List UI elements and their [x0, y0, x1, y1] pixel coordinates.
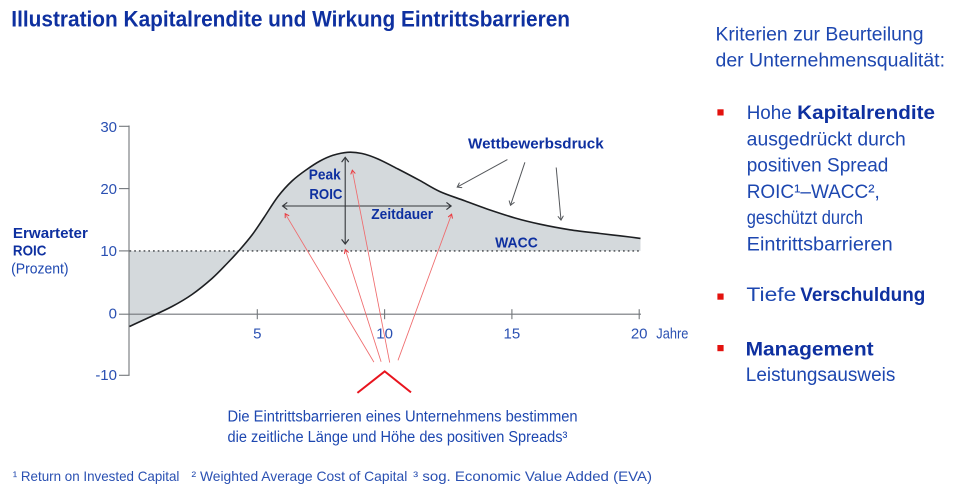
svg-text:Peak: Peak	[309, 167, 342, 184]
svg-text:³ sog. Economic Value Added (E: ³ sog. Economic Value Added (EVA)	[413, 468, 652, 484]
svg-text:10: 10	[376, 326, 393, 343]
svg-text:Kapitalrendite: Kapitalrendite	[797, 103, 935, 124]
svg-text:-10: -10	[95, 367, 117, 384]
svg-text:Erwarteter: Erwarteter	[13, 225, 88, 242]
svg-text:10: 10	[100, 243, 117, 260]
svg-text:Hohe: Hohe	[747, 103, 792, 124]
svg-text:Leistungsausweis: Leistungsausweis	[746, 365, 896, 386]
svg-text:30: 30	[100, 119, 117, 136]
svg-text:5: 5	[253, 326, 261, 343]
svg-text:ROIC: ROIC	[309, 186, 342, 203]
svg-text:die zeitliche Länge und Höhe d: die zeitliche Länge und Höhe des positiv…	[228, 429, 568, 446]
svg-text:20: 20	[631, 326, 648, 343]
svg-text:geschützt durch: geschützt durch	[747, 208, 863, 229]
svg-text:Kriterien zur Beurteilung: Kriterien zur Beurteilung	[716, 25, 924, 46]
svg-text:positiven Spread: positiven Spread	[747, 156, 889, 177]
svg-text:WACC: WACC	[495, 235, 538, 252]
svg-text:Jahre: Jahre	[656, 326, 688, 343]
svg-text:ROIC¹–WACC²,: ROIC¹–WACC²,	[747, 182, 880, 203]
svg-text:ROIC: ROIC	[13, 243, 47, 260]
svg-text:15: 15	[504, 326, 521, 343]
svg-text:Die Eintrittsbarrieren eines U: Die Eintrittsbarrieren eines Unternehmen…	[228, 409, 578, 426]
svg-text:² Weighted Average Cost of Cap: ² Weighted Average Cost of Capital	[192, 468, 408, 484]
svg-text:der Unternehmensqualität:: der Unternehmensqualität:	[716, 51, 946, 72]
svg-text:(Prozent): (Prozent)	[11, 261, 69, 278]
svg-text:20: 20	[100, 181, 117, 198]
svg-text:Illustration Kapitalrendite un: Illustration Kapitalrendite und Wirkung …	[11, 6, 570, 31]
svg-text:Zeitdauer: Zeitdauer	[371, 206, 433, 223]
svg-text:0: 0	[109, 305, 117, 322]
svg-text:Verschuldung: Verschuldung	[800, 285, 925, 306]
svg-text:ausgedrückt durch: ausgedrückt durch	[747, 129, 906, 150]
svg-text:¹ Return on Invested Capital: ¹ Return on Invested Capital	[13, 468, 180, 484]
svg-text:Wettbewerbsdruck: Wettbewerbsdruck	[468, 135, 604, 152]
svg-text:Tiefe: Tiefe	[746, 285, 796, 306]
svg-text:Management: Management	[746, 339, 875, 360]
svg-text:Eintrittsbarrieren: Eintrittsbarrieren	[747, 235, 893, 256]
